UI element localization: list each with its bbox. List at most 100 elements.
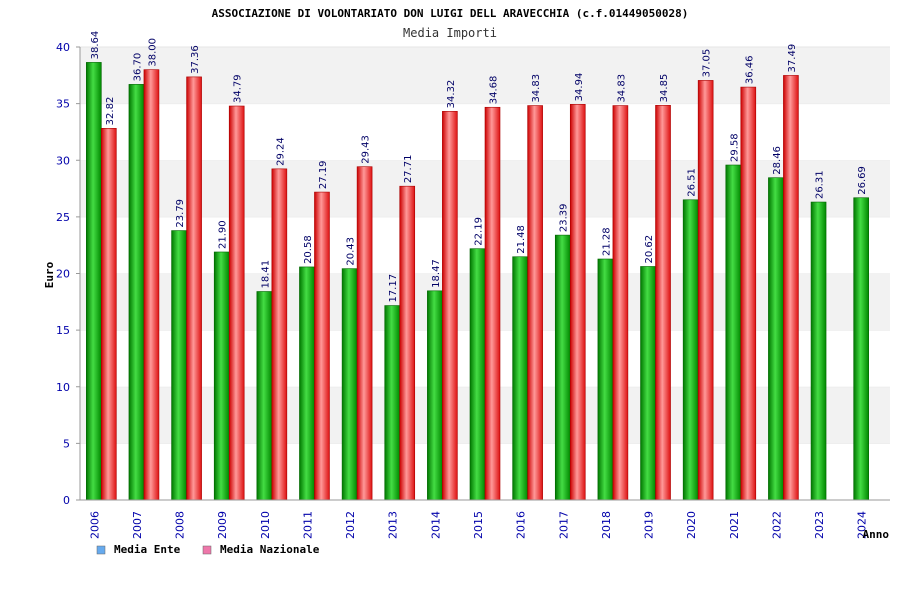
data-label: 20.58 [303,235,314,264]
data-label: 34.94 [574,73,585,102]
bar-media-nazionale [186,76,202,501]
data-label: 18.47 [431,259,442,288]
data-label: 34.83 [531,74,542,103]
bar-media-nazionale [442,111,458,501]
data-label: 34.68 [489,76,500,105]
data-label: 36.70 [132,53,143,82]
bar-media-nazionale [527,105,543,501]
data-label: 38.64 [90,31,101,60]
bar-media-ente [640,266,656,501]
bar-media-ente [512,256,528,501]
data-label: 34.83 [616,74,627,103]
legend: Media Ente Media Nazionale [96,543,320,556]
data-label: 18.41 [260,260,271,289]
bar-media-nazionale [271,168,288,501]
data-label: 37.05 [702,49,713,78]
bar-media-ente [810,201,827,501]
x-tick-label: 2010 [259,511,272,539]
data-label: 32.82 [105,97,116,126]
bar-media-nazionale [612,105,629,501]
x-tick-label: 2019 [643,511,656,539]
x-tick-label: 2015 [472,511,485,539]
y-tick-label: 15 [56,324,70,337]
x-tick-label: 2016 [515,511,528,539]
bar-media-nazionale [228,105,245,501]
x-tick-label: 2014 [429,511,442,539]
bar-media-nazionale [143,69,160,501]
y-axis-ticks: 0 5 10 15 20 25 30 35 40 [56,41,80,507]
x-tick-label: 2006 [88,511,101,539]
x-tick-label: 2013 [387,511,400,539]
data-label: 20.43 [346,237,357,266]
data-label: 21.48 [516,225,527,254]
data-label: 21.28 [601,227,612,256]
legend-label-ente: Media Ente [114,543,181,556]
bar-media-nazionale [101,128,117,501]
bar-media-nazionale [569,104,586,501]
legend-label-nazionale: Media Nazionale [220,543,320,556]
bar-media-ente [469,248,486,501]
y-tick-label: 10 [56,381,70,394]
bar-media-nazionale [484,106,501,501]
data-label: 21.90 [218,220,229,249]
chart-subtitle: Media Importi [403,26,497,40]
x-tick-label: 2023 [813,511,826,539]
bar-media-nazionale [740,86,757,501]
x-tick-label: 2018 [600,511,613,539]
x-tick-label: 2021 [728,511,741,539]
x-tick-label: 2012 [344,511,357,539]
bar-media-ente [299,266,315,501]
data-label: 29.58 [729,133,740,162]
bar-media-nazionale [314,191,330,501]
y-tick-label: 20 [56,268,70,281]
y-tick-label: 40 [56,41,70,54]
bar-media-ente [725,164,742,501]
legend-swatch-ente [96,545,106,555]
bar-media-ente [213,251,230,501]
data-label: 37.36 [190,45,201,74]
data-label: 36.46 [744,55,755,84]
bar-media-nazionale [783,75,799,501]
bar-media-ente [128,84,145,501]
chart-title: ASSOCIAZIONE DI VOLONTARIATO DON LUIGI D… [212,7,689,20]
bar-media-nazionale [356,166,373,501]
y-tick-label: 30 [56,154,70,167]
bar-media-ente [86,62,102,501]
data-label: 28.46 [772,146,783,175]
bar-media-nazionale [697,80,714,501]
data-label: 29.43 [361,135,372,164]
data-label: 23.39 [559,203,570,232]
y-tick-label: 25 [56,211,70,224]
bar-media-ente [384,305,401,501]
x-axis-ticks: 2006 2007 2008 2009 2010 2011 2012 2013 2014 2015… [88,511,868,539]
data-label: 27.19 [318,160,329,189]
legend-swatch-nazionale [202,545,212,555]
bar-media-ente [597,258,614,501]
bar-media-ente [768,177,784,501]
data-label: 37.49 [787,44,798,73]
data-label: 22.19 [474,217,485,246]
data-label: 23.79 [175,199,186,228]
data-label: 20.62 [644,235,655,264]
bar-media-nazionale [655,105,671,501]
bar-media-ente [256,291,273,501]
data-label: 17.17 [388,274,399,303]
bar-media-ente [554,234,571,501]
bar-media-ente [341,268,358,501]
data-label: 26.31 [815,170,826,199]
data-label: 34.32 [446,80,457,109]
data-label: 26.69 [857,166,868,195]
x-tick-label: 2007 [131,511,144,539]
x-axis-label: Anno [863,528,890,541]
data-label: 34.85 [659,74,670,103]
x-tick-label: 2024 [856,511,869,539]
data-label: 26.51 [687,168,698,197]
y-tick-label: 5 [63,437,70,450]
bar-media-ente [171,230,187,501]
data-label: 38.00 [147,38,158,67]
data-label: 34.79 [233,74,244,103]
data-label: 29.24 [275,137,286,166]
data-label: 27.71 [403,155,414,184]
bar-media-ente [682,199,699,501]
